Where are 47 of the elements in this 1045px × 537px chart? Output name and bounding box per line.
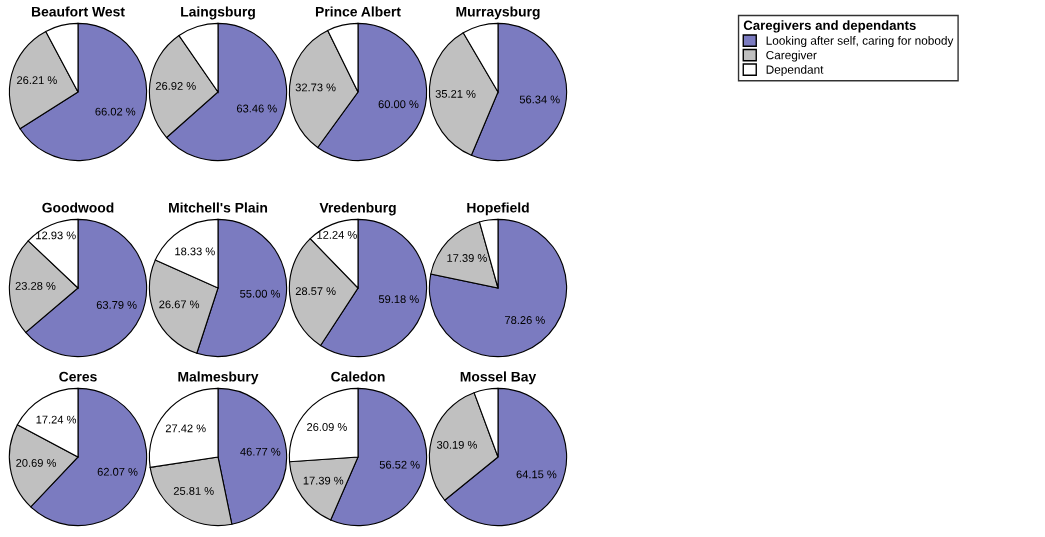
data-label: 56.34 % xyxy=(519,95,560,104)
chart-title: Caledon xyxy=(331,371,385,382)
data-label: 59.18 % xyxy=(378,295,419,304)
data-label: 26.92 % xyxy=(155,81,196,90)
data-label: 32.73 % xyxy=(295,83,336,92)
chart-title: Malmesbury xyxy=(178,371,259,385)
data-label: 26.09 % xyxy=(307,423,347,431)
data-label: 18.33 % xyxy=(175,247,215,256)
data-label: 12.93 % xyxy=(36,231,76,240)
data-label: 23.28 % xyxy=(15,281,56,290)
data-label: 26.21 % xyxy=(17,76,57,85)
chart-title: Beaufort West xyxy=(31,6,125,17)
chart-title: Mitchell's Plain xyxy=(169,202,268,213)
data-label: 66.02 % xyxy=(95,107,136,116)
data-label: 64.15 % xyxy=(516,470,557,479)
data-label: 63.46 % xyxy=(236,104,277,113)
chart-title: Mossel Bay xyxy=(460,371,537,385)
data-label: 60.00 % xyxy=(378,100,419,109)
data-label: 25.81 % xyxy=(173,487,214,495)
data-label: 27.42 % xyxy=(165,424,206,433)
data-label: 46.77 % xyxy=(240,447,281,456)
chart-title: Laingsburg xyxy=(181,6,255,20)
data-label: 63.79 % xyxy=(96,300,137,309)
chart-title: Goodwood xyxy=(42,202,114,213)
chart-title: Murraysburg xyxy=(456,6,540,20)
data-label: 28.57 % xyxy=(295,287,336,296)
data-label: 30.19 % xyxy=(436,440,477,449)
data-label: 17.24 % xyxy=(36,415,77,424)
data-label: 17.39 % xyxy=(447,254,487,262)
chart-title: Vredenburg xyxy=(319,202,396,216)
data-label: 62.07 % xyxy=(97,467,138,476)
chart-title: Ceres xyxy=(59,371,97,382)
data-label: 56.52 % xyxy=(379,460,420,469)
data-label: 26.67 % xyxy=(159,300,200,309)
chart-title: Hopefield xyxy=(467,202,529,216)
pie-slice xyxy=(428,218,568,358)
legend-label: Dependant xyxy=(766,65,824,77)
chart-title: Prince Albert xyxy=(315,6,401,17)
data-label: 20.69 % xyxy=(16,459,56,467)
data-label: 35.21 % xyxy=(435,89,476,98)
legend-label: Looking after self, caring for nobody xyxy=(766,36,954,48)
data-label: 78.26 % xyxy=(505,316,545,324)
legend-title: Caregivers and dependants xyxy=(743,20,916,33)
legend-label: Caregiver xyxy=(766,50,817,62)
data-label: 17.39 % xyxy=(303,476,344,485)
data-label: 55.00 % xyxy=(240,289,281,298)
data-label: 12.24 % xyxy=(317,230,357,239)
